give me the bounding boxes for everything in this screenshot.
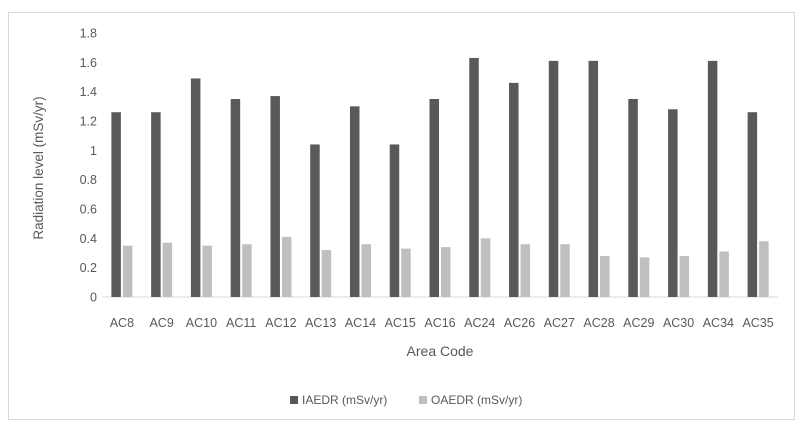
y-tick-label: 0.8 xyxy=(80,173,97,187)
bar-series-2-ac15 xyxy=(401,248,411,297)
legend-swatch-series-2 xyxy=(419,396,427,404)
x-tick-label: AC14 xyxy=(345,316,376,330)
x-tick-label: AC10 xyxy=(186,316,217,330)
bar-series-2-ac28 xyxy=(600,255,610,297)
bar-series-2-ac34 xyxy=(719,251,729,297)
bar-series-2-ac27 xyxy=(560,244,570,297)
y-axis-title: Radiation level (mSv/yr) xyxy=(31,96,46,239)
y-tick-label: 0.6 xyxy=(80,203,97,217)
bar-series-1-ac8 xyxy=(111,112,121,297)
x-tick-label: AC30 xyxy=(663,316,694,330)
y-tick-label: 0.4 xyxy=(80,232,97,246)
bar-series-1-ac35 xyxy=(747,112,758,297)
x-tick-label: AC34 xyxy=(703,316,734,330)
legend-swatch-series-1 xyxy=(290,396,298,404)
x-axis-ticks: AC8 AC9 AC10 AC11 AC12 AC13 AC14 AC15 AC16 AC24 AC… xyxy=(110,316,774,330)
bar-series-2-ac29 xyxy=(639,257,650,297)
x-tick-label: AC35 xyxy=(742,316,773,330)
x-tick-label: AC26 xyxy=(504,316,535,330)
bar-series-2-ac11 xyxy=(242,244,252,297)
x-tick-label: AC29 xyxy=(623,316,654,330)
y-tick-label: 1.6 xyxy=(80,56,97,70)
bar-series-1-ac14 xyxy=(349,106,360,297)
bar-series-2-ac12 xyxy=(281,236,292,297)
x-tick-label: AC27 xyxy=(544,316,575,330)
bar-series-2-ac26 xyxy=(520,244,531,297)
bar-series-2-ac16 xyxy=(441,247,451,297)
bar-series-1-ac26 xyxy=(509,82,519,297)
y-tick-label: 0 xyxy=(90,291,97,305)
bar-series-1-ac29 xyxy=(628,99,638,297)
bar-series-1-ac27 xyxy=(548,60,559,297)
bar-series-1-ac28 xyxy=(588,60,599,297)
bar-series-2-ac24 xyxy=(480,238,491,297)
bar-series-1-ac34 xyxy=(707,60,718,297)
bar-series-2-ac35 xyxy=(759,241,769,297)
y-tick-label: 1.8 xyxy=(80,27,97,41)
x-tick-label: AC24 xyxy=(464,316,495,330)
bar-series-2-ac8 xyxy=(122,245,133,297)
legend: IAEDR (mSv/yr) OAEDR (mSv/yr) xyxy=(290,393,522,407)
bar-series-2-ac9 xyxy=(162,242,173,297)
x-tick-label: AC15 xyxy=(385,316,416,330)
bar-series-2-ac10 xyxy=(202,245,212,297)
bar-series-1-ac30 xyxy=(668,109,678,298)
bar-series-1-ac12 xyxy=(270,96,280,297)
bar-series-1-ac13 xyxy=(310,144,320,297)
bar-series-1-ac11 xyxy=(230,99,241,297)
bar-series-1-ac16 xyxy=(429,99,439,297)
x-tick-label: AC12 xyxy=(265,316,296,330)
y-tick-label: 1.2 xyxy=(80,115,97,129)
bar-series-2-ac14 xyxy=(361,244,371,297)
x-tick-label: AC16 xyxy=(424,316,455,330)
bar-series-1-ac15 xyxy=(389,144,400,297)
x-axis-title: Area Code xyxy=(407,343,474,359)
bar-series-1-ac9 xyxy=(151,112,161,297)
x-tick-label: AC8 xyxy=(110,316,134,330)
x-tick-label: AC28 xyxy=(583,316,614,330)
bars xyxy=(111,57,769,298)
y-axis-ticks: 0 0.2 0.4 0.6 0.8 1 1.2 1.4 1.6 1.8 xyxy=(80,27,97,305)
bar-series-1-ac24 xyxy=(469,57,479,297)
x-tick-label: AC11 xyxy=(226,316,256,330)
legend-label-series-1: IAEDR (mSv/yr) xyxy=(302,393,387,407)
x-tick-label: AC9 xyxy=(149,316,173,330)
x-tick-label: AC13 xyxy=(305,316,336,330)
y-tick-label: 1.4 xyxy=(80,85,97,99)
chart-frame xyxy=(8,12,795,420)
bar-series-2-ac13 xyxy=(321,250,332,297)
y-tick-label: 0.2 xyxy=(80,261,97,275)
bar-series-2-ac30 xyxy=(679,255,690,297)
legend-label-series-2: OAEDR (mSv/yr) xyxy=(431,393,522,407)
y-tick-label: 1 xyxy=(90,144,97,158)
bar-series-1-ac10 xyxy=(190,78,201,297)
